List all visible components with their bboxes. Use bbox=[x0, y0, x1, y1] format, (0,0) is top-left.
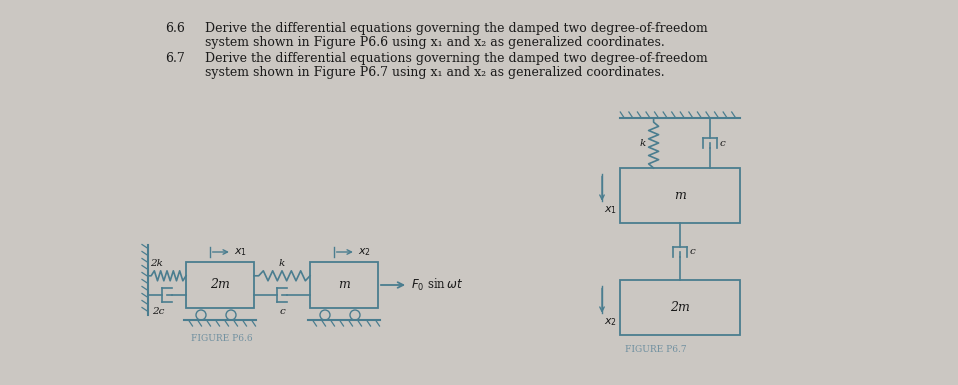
Text: Derive the differential equations governing the damped two degree-of-freedom: Derive the differential equations govern… bbox=[205, 52, 708, 65]
Text: FIGURE P6.7: FIGURE P6.7 bbox=[625, 345, 687, 354]
Text: $F_0$ sin$\,\omega t$: $F_0$ sin$\,\omega t$ bbox=[411, 277, 463, 293]
Text: $x_1$: $x_1$ bbox=[604, 204, 617, 216]
Text: $x_1$: $x_1$ bbox=[234, 246, 247, 258]
Text: system shown in Figure P6.6 using x₁ and x₂ as generalized coordinates.: system shown in Figure P6.6 using x₁ and… bbox=[205, 36, 665, 49]
Bar bbox=[620, 280, 740, 335]
Text: m: m bbox=[338, 278, 350, 291]
Text: 2m: 2m bbox=[210, 278, 230, 291]
Text: c: c bbox=[690, 247, 696, 256]
Text: 2m: 2m bbox=[670, 301, 690, 314]
Text: 2c: 2c bbox=[151, 307, 164, 316]
Text: Derive the differential equations governing the damped two degree-of-freedom: Derive the differential equations govern… bbox=[205, 22, 708, 35]
Text: $x_2$: $x_2$ bbox=[357, 246, 371, 258]
Text: 2k: 2k bbox=[149, 259, 163, 268]
Text: $x_2$: $x_2$ bbox=[604, 316, 617, 328]
Text: 6.7: 6.7 bbox=[165, 52, 185, 65]
Bar bbox=[310, 262, 378, 308]
Text: c: c bbox=[720, 139, 726, 147]
Text: FIGURE P6.6: FIGURE P6.6 bbox=[191, 334, 253, 343]
Text: c: c bbox=[279, 307, 285, 316]
Text: 6.6: 6.6 bbox=[165, 22, 185, 35]
Text: k: k bbox=[639, 139, 646, 147]
Text: system shown in Figure P6.7 using x₁ and x₂ as generalized coordinates.: system shown in Figure P6.7 using x₁ and… bbox=[205, 66, 665, 79]
Bar bbox=[620, 168, 740, 223]
Text: m: m bbox=[674, 189, 686, 202]
Text: k: k bbox=[279, 259, 285, 268]
Bar bbox=[186, 262, 254, 308]
